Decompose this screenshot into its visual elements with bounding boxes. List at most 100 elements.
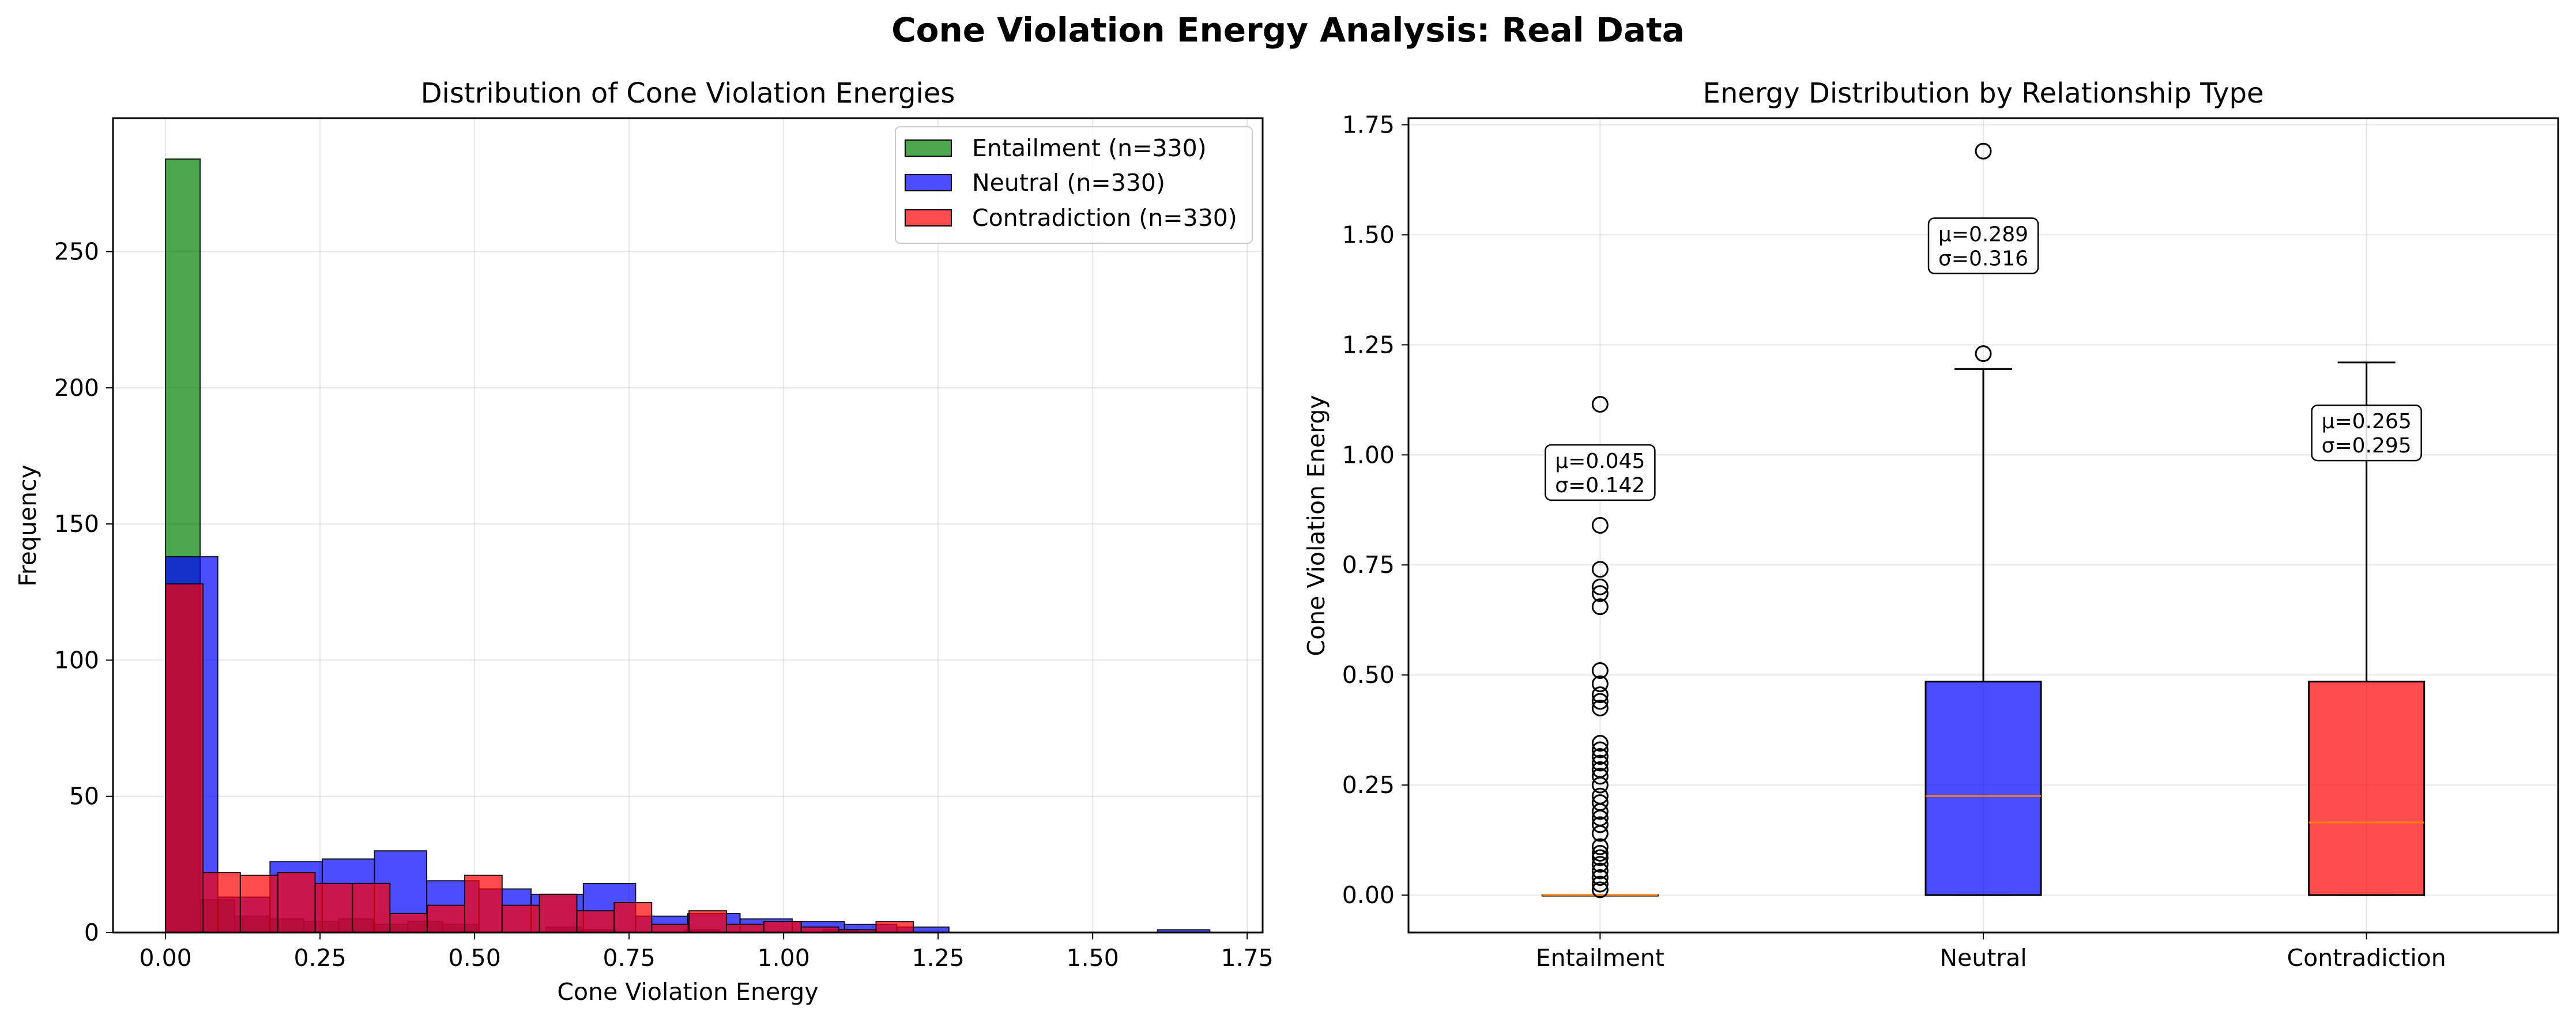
x-tick-label: 0.50 [448,944,500,972]
outlier-point [1591,881,1609,899]
series-entailment [165,158,858,934]
y-tick-label: 0.75 [1342,551,1395,579]
outlier-point [1591,869,1609,886]
box-neutral [1925,142,2042,896]
histogram-bar-contradiction [427,904,465,933]
histogram-bar-contradiction [763,921,802,934]
outlier-point [1591,875,1609,893]
histogram-bar-contradiction [352,882,391,933]
legend-label-contradiction: Contradiction (n=330) [972,204,1237,232]
outlier-point [1591,862,1609,879]
boxplot-y-label: Cone Violation Energy [1302,395,1330,656]
boxplot-title: Energy Distribution by Relationship Type [1703,77,2264,110]
outlier-point [1591,768,1609,785]
outlier-point [1591,585,1609,602]
histogram-bar-contradiction [651,923,690,934]
x-tick-label: 0.00 [139,944,191,972]
histogram-title: Distribution of Cone Violation Energies [421,77,955,110]
outlier-point [1591,693,1609,710]
annotation-box [1545,444,1656,501]
x-tick-label: 1.00 [758,944,810,972]
figure-title: Cone Violation Energy Analysis: Real Dat… [891,10,1685,50]
outlier-point [1591,578,1609,595]
histogram-x-label: Cone Violation Energy [557,978,818,1006]
histogram-bar-contradiction [613,902,653,933]
box-entailment [1541,395,1659,899]
y-tick-label: 0.00 [1342,881,1395,909]
legend-box [895,126,1253,244]
box-iqr [2308,681,2426,896]
legend-swatch-contradiction [905,209,952,227]
outlier-point [1591,675,1609,692]
histogram-frame [112,117,1264,934]
histogram-y-label: Frequency [14,465,42,587]
x-tick-label: 0.75 [603,944,656,972]
histogram-x-ticks: 0.00 0.25 0.50 0.75 1.00 1.25 1.50 1.75 [139,933,1274,972]
outlier-point [1591,825,1609,842]
histogram-legend: Entailment (n=330) Neutral (n=330) Contr… [895,126,1253,244]
histogram-bar-contradiction [239,874,278,933]
histogram-bar-contradiction [875,921,914,934]
boxplot-boxes [1541,142,2426,899]
series-contradiction [165,583,914,934]
histogram-bar-contradiction [165,583,204,933]
y-tick-label: 0.25 [1342,771,1395,799]
y-tick-label: 1.00 [1342,441,1395,469]
outlier-point [1975,345,1992,363]
histogram-bar-contradiction [688,910,728,933]
x-tick-label: Neutral [1939,944,2027,972]
annotation-mean: μ=0.265 [2322,410,2412,433]
legend-swatch-neutral [905,174,952,191]
box-contradiction [2308,361,2426,896]
y-tick-label: 50 [69,783,99,810]
legend-label-neutral: Neutral (n=330) [972,169,1165,197]
outlier-point [1591,561,1609,578]
histogram-bar-contradiction [464,874,503,933]
box-iqr [1925,681,2042,896]
histogram-bar-contradiction [277,872,316,933]
histogram-bar-contradiction [314,882,353,933]
histogram-y-ticks: 0 50 100 150 200 250 [54,238,113,946]
y-tick-label: 0 [84,919,99,946]
x-tick-label: Contradiction [2287,944,2446,972]
outlier-point [1591,598,1609,616]
y-tick-label: 1.50 [1342,221,1395,248]
histogram-bar-contradiction [389,912,428,933]
annotation-mean: μ=0.045 [1555,450,1645,473]
x-tick-label: 1.25 [912,944,965,972]
boxplot-y-ticks: 0.00 0.25 0.50 0.75 1.00 1.25 1.50 1.75 [1342,111,1408,909]
outlier-point [1591,748,1609,765]
outlier-point [1591,754,1609,772]
outlier-point [1975,142,1992,160]
histogram-bar-contradiction [538,893,578,934]
series-neutral [165,556,1211,934]
outlier-point [1591,735,1609,752]
outlier-point [1591,776,1609,794]
histogram-panel: Distribution of Cone Violation Energies … [14,77,1274,1006]
outlier-point [1591,816,1609,833]
annotation-box [2311,404,2422,462]
annotation-std: σ=0.142 [1555,474,1645,497]
annotation-mean: μ=0.289 [1938,222,2028,246]
histogram-bar-contradiction [202,872,241,933]
outlier-point [1591,686,1609,704]
boxplot-x-ticks: Entailment Neutral Contradiction [1536,933,2446,972]
annotation-std: σ=0.295 [2322,434,2412,458]
y-tick-label: 1.25 [1342,331,1395,358]
y-tick-label: 0.50 [1342,661,1395,689]
outlier-point [1591,699,1609,716]
histogram-bar-contradiction [576,910,615,933]
histogram-grid [113,118,1263,933]
outlier-point [1591,662,1609,680]
legend-swatch-entailment [905,139,952,157]
y-tick-label: 100 [54,646,99,674]
outlier-point [1591,741,1609,758]
x-tick-label: 1.75 [1221,944,1274,972]
outlier-point [1591,856,1609,873]
y-tick-label: 200 [54,374,99,402]
boxplot-panel: Energy Distribution by Relationship Type… [1302,77,2559,972]
